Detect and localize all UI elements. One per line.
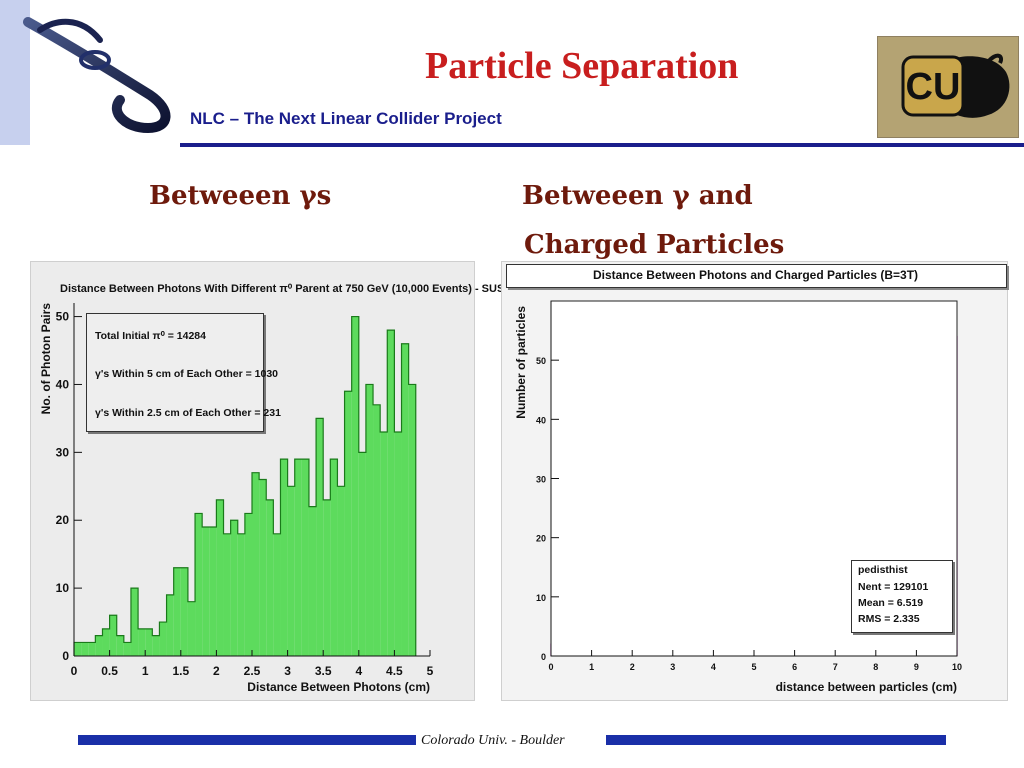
legend-line-total: Total Initial π⁰ = 14284 [95,330,206,342]
stats-mean: Mean = 6.519 [858,597,924,609]
footer-bar-right [606,735,946,745]
cu-buffalo-logo: CU [877,36,1019,138]
footer-bar-left [78,735,416,745]
legend-line-2-5cm: γ's Within 2.5 cm of Each Other = 231 [95,407,281,419]
left-legend-box: Total Initial π⁰ = 14284 γ's Within 5 cm… [86,313,281,432]
stats-nent: Nent = 129101 [858,581,929,593]
page-subtitle: NLC – The Next Linear Collider Project [190,109,502,128]
left-section-heading: Betweeen γs [149,181,332,211]
nlc-logo-icon [23,17,171,134]
page-title: Particle Separation [425,45,739,87]
right-chart-title-box [506,264,1007,288]
right-stats-box: pedisthist Nent = 129101 Mean = 6.519 RM… [851,560,953,633]
left-chart-title: Distance Between Photons With Different … [60,283,512,295]
footer-text: Colorado Univ. - Boulder [421,733,565,748]
stats-rms: RMS = 2.335 [858,613,920,625]
stats-name: pedisthist [858,564,908,576]
right-chart-title: Distance Between Photons and Charged Par… [592,268,919,282]
legend-line-5cm: γ's Within 5 cm of Each Other = 1030 [95,368,279,380]
header-rule [180,143,1024,147]
cu-logo-text: CU [906,66,961,108]
right-section-heading-line1: Betweeen γ and [522,181,753,211]
right-chart-panel [501,261,1008,701]
right-section-heading-line2: Charged Particles [524,230,785,260]
